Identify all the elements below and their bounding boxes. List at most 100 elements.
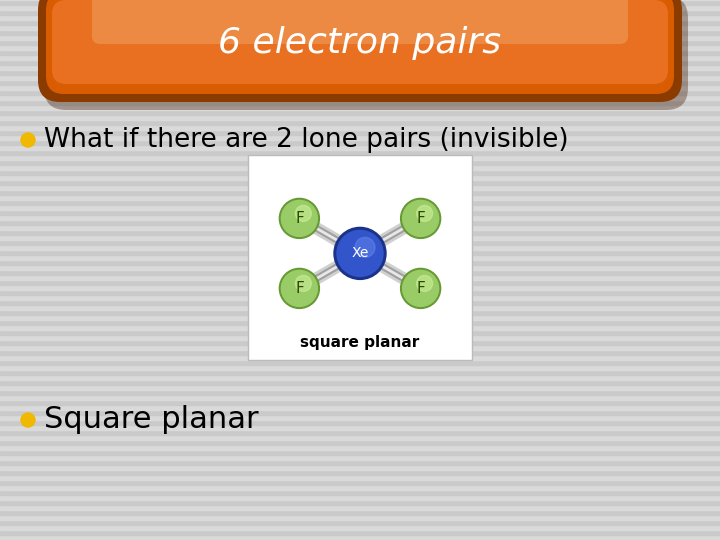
Bar xyxy=(0,5,720,10)
Bar xyxy=(0,100,720,105)
Bar xyxy=(0,470,720,475)
Bar xyxy=(0,215,720,220)
Circle shape xyxy=(334,227,386,279)
Bar xyxy=(0,255,720,260)
Bar xyxy=(0,80,720,85)
Bar xyxy=(0,395,720,400)
Bar xyxy=(0,405,720,410)
Bar xyxy=(0,520,720,525)
Circle shape xyxy=(282,200,318,237)
Bar xyxy=(0,490,720,495)
Bar xyxy=(0,320,720,325)
Circle shape xyxy=(21,133,35,147)
Bar xyxy=(0,145,720,150)
Bar xyxy=(0,195,720,200)
Bar xyxy=(0,250,720,255)
Text: F: F xyxy=(295,211,304,226)
Bar xyxy=(0,60,720,65)
FancyBboxPatch shape xyxy=(92,0,628,44)
Bar xyxy=(0,175,720,180)
Bar xyxy=(0,165,720,170)
Text: 6 electron pairs: 6 electron pairs xyxy=(218,26,502,60)
Bar xyxy=(0,515,720,520)
Bar xyxy=(0,355,720,360)
Bar xyxy=(0,450,720,455)
Circle shape xyxy=(279,268,320,308)
Circle shape xyxy=(282,271,318,306)
Bar xyxy=(0,205,720,210)
Bar xyxy=(0,15,720,20)
Bar xyxy=(0,420,720,425)
Bar xyxy=(248,155,472,360)
Bar xyxy=(0,345,720,350)
FancyBboxPatch shape xyxy=(38,0,682,102)
Bar xyxy=(0,40,720,45)
Bar xyxy=(0,75,720,80)
Bar xyxy=(0,125,720,130)
Bar xyxy=(0,455,720,460)
Circle shape xyxy=(337,231,383,276)
Bar xyxy=(0,310,720,315)
Bar xyxy=(0,45,720,50)
Circle shape xyxy=(402,200,438,237)
Bar xyxy=(0,505,720,510)
Bar xyxy=(0,485,720,490)
Bar xyxy=(0,0,720,5)
Bar xyxy=(0,115,720,120)
FancyBboxPatch shape xyxy=(52,0,668,84)
Bar xyxy=(0,425,720,430)
Text: F: F xyxy=(416,211,425,226)
Bar xyxy=(0,230,720,235)
Bar xyxy=(0,50,720,55)
Bar xyxy=(0,180,720,185)
Bar xyxy=(0,280,720,285)
Bar xyxy=(0,415,720,420)
Bar xyxy=(0,435,720,440)
Bar xyxy=(0,430,720,435)
Bar xyxy=(0,360,720,365)
FancyBboxPatch shape xyxy=(46,0,674,94)
Bar xyxy=(0,70,720,75)
Bar xyxy=(0,85,720,90)
Circle shape xyxy=(355,238,375,258)
Bar xyxy=(0,135,720,140)
Bar xyxy=(0,200,720,205)
Text: Xe: Xe xyxy=(351,246,369,260)
Circle shape xyxy=(279,198,320,238)
Bar xyxy=(0,475,720,480)
Bar xyxy=(0,240,720,245)
Bar xyxy=(0,330,720,335)
Circle shape xyxy=(295,275,311,292)
Bar xyxy=(0,235,720,240)
Circle shape xyxy=(400,198,441,238)
Bar xyxy=(0,245,720,250)
Bar xyxy=(0,285,720,290)
Bar xyxy=(0,220,720,225)
Bar xyxy=(0,335,720,340)
Bar xyxy=(0,65,720,70)
Bar xyxy=(0,480,720,485)
Text: What if there are 2 lone pairs (invisible): What if there are 2 lone pairs (invisibl… xyxy=(44,127,569,153)
Bar xyxy=(0,25,720,30)
Bar xyxy=(0,445,720,450)
Bar xyxy=(0,365,720,370)
Bar xyxy=(0,90,720,95)
Text: F: F xyxy=(416,281,425,296)
Bar xyxy=(0,525,720,530)
Bar xyxy=(0,410,720,415)
Circle shape xyxy=(417,205,433,221)
Bar xyxy=(0,380,720,385)
FancyBboxPatch shape xyxy=(44,0,688,110)
Bar xyxy=(0,110,720,115)
Circle shape xyxy=(21,413,35,427)
Bar xyxy=(0,10,720,15)
Bar xyxy=(0,305,720,310)
Bar xyxy=(0,170,720,175)
Bar xyxy=(0,385,720,390)
Bar xyxy=(0,350,720,355)
Bar xyxy=(0,340,720,345)
Bar xyxy=(0,35,720,40)
Bar xyxy=(0,290,720,295)
Bar xyxy=(0,260,720,265)
Bar xyxy=(0,530,720,535)
